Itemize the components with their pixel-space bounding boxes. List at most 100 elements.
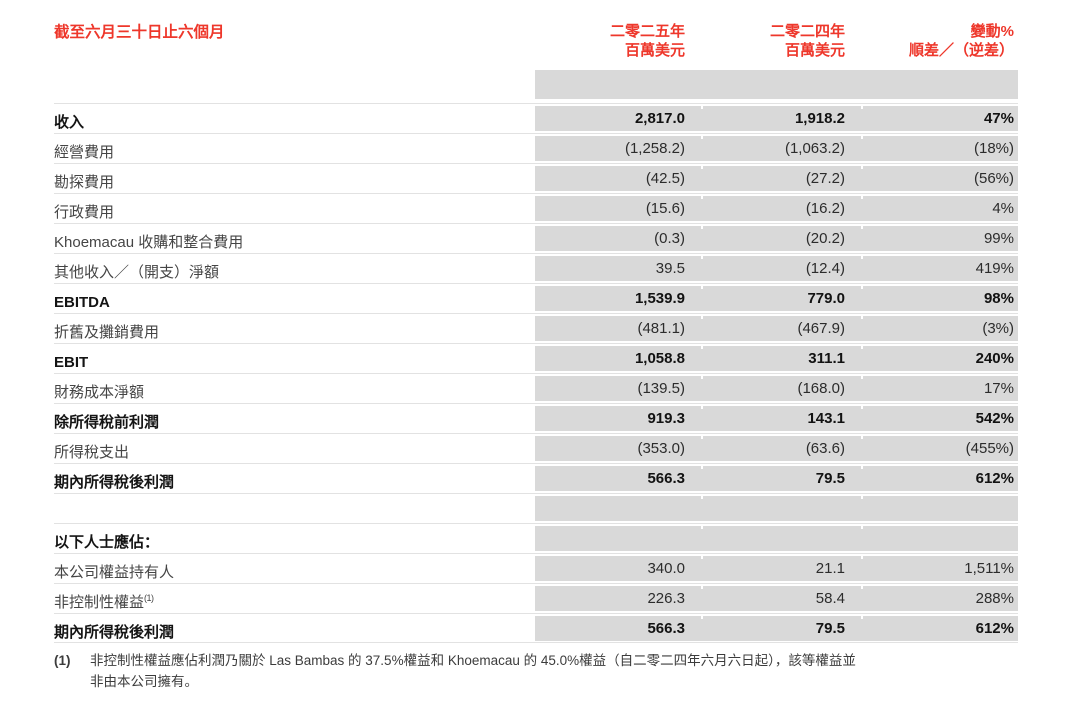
- cell-change: 612%: [861, 616, 1018, 641]
- table-row: EBIT 1,058.8 311.1 240%: [54, 343, 1018, 373]
- table-row: 期內所得稅後利潤 566.3 79.5 612%: [54, 463, 1018, 493]
- column-header-2025-year: 二零二五年: [609, 23, 685, 40]
- cell-2024: 58.4: [701, 586, 862, 611]
- cell-2024: [701, 496, 862, 521]
- footnote-text: 非控制性權益應佔利潤乃關於 Las Bambas 的 37.5%權益和 Khoe…: [90, 653, 856, 689]
- cell-change: (455%): [861, 436, 1018, 461]
- table-row: 財務成本淨額 (139.5) (168.0) 17%: [54, 373, 1018, 403]
- cell-change: 419%: [861, 256, 1018, 281]
- cell-change: 4%: [861, 196, 1018, 221]
- table-row: 期內所得稅後利潤 566.3 79.5 612%: [54, 613, 1018, 643]
- row-label: 折舊及攤銷費用: [54, 324, 160, 341]
- cell-2025: (1,258.2): [535, 136, 702, 161]
- row-label: 以下人士應佔：: [54, 534, 160, 551]
- header-band: [535, 70, 1018, 99]
- row-label: 本公司權益持有人: [54, 564, 175, 581]
- cell-2025: (42.5): [535, 166, 702, 191]
- table-row: Khoemacau 收購和整合費用 (0.3) (20.2) 99%: [54, 223, 1018, 253]
- cell-change: (3%): [861, 316, 1018, 341]
- cell-2024: (63.6): [701, 436, 862, 461]
- cell-2025: 1,058.8: [535, 346, 702, 371]
- table-row: 經營費用 (1,258.2) (1,063.2) (18%): [54, 133, 1018, 163]
- row-label: 行政費用: [54, 204, 115, 221]
- table-row: 行政費用 (15.6) (16.2) 4%: [54, 193, 1018, 223]
- cell-2024: (168.0): [701, 376, 862, 401]
- table-row: 折舊及攤銷費用 (481.1) (467.9) (3%): [54, 313, 1018, 343]
- cell-change: 17%: [861, 376, 1018, 401]
- cell-2025: 226.3: [535, 586, 702, 611]
- cell-2025: 566.3: [535, 466, 702, 491]
- table-row: 勘探費用 (42.5) (27.2) (56%): [54, 163, 1018, 193]
- column-header-2024-unit: 百萬美元: [784, 42, 845, 59]
- cell-2025: 566.3: [535, 616, 702, 641]
- row-label-footnote-sup: (1): [144, 593, 154, 603]
- cell-2024: 143.1: [701, 406, 862, 431]
- cell-change: (18%): [861, 136, 1018, 161]
- cell-change: 240%: [861, 346, 1018, 371]
- cell-2024: (1,063.2): [701, 136, 862, 161]
- cell-change: (56%): [861, 166, 1018, 191]
- cell-change: 98%: [861, 286, 1018, 311]
- row-label: 收入: [54, 114, 85, 131]
- row-label: 期內所得稅後利潤: [54, 474, 175, 491]
- table-row: [54, 493, 1018, 523]
- cell-2025: (0.3): [535, 226, 702, 251]
- header-band-spacer: [54, 70, 535, 99]
- row-label: 勘探費用: [54, 174, 115, 191]
- cell-2025: (139.5): [535, 376, 702, 401]
- table-body: 收入 2,817.0 1,918.2 47% 經營費用 (1,258.2) (1…: [54, 103, 1018, 643]
- cell-2024: [701, 526, 862, 551]
- cell-change: [861, 496, 1018, 521]
- header-band-row: [54, 70, 1018, 99]
- cell-2024: (20.2): [701, 226, 862, 251]
- cell-change: 288%: [861, 586, 1018, 611]
- cell-2025: (481.1): [535, 316, 702, 341]
- row-label: 經營費用: [54, 144, 115, 161]
- cell-2025: (15.6): [535, 196, 702, 221]
- cell-2024: 311.1: [701, 346, 862, 371]
- cell-2025: (353.0): [535, 436, 702, 461]
- column-header-2025: 二零二五年 百萬美元: [535, 22, 702, 60]
- row-label: EBITDA: [54, 294, 110, 311]
- column-header-change-label: 變動%: [970, 23, 1014, 40]
- table-row: EBITDA 1,539.9 779.0 98%: [54, 283, 1018, 313]
- footnote-marker: (1): [54, 653, 71, 668]
- cell-2024: 1,918.2: [701, 106, 862, 131]
- financial-report-page: 截至六月三十日止六個月 二零二五年 百萬美元 二零二四年 百萬美元 變動% 順差…: [54, 22, 1018, 689]
- column-header-change: 變動% 順差／（逆差）: [862, 22, 1018, 60]
- cell-change: 1,511%: [861, 556, 1018, 581]
- cell-2025: 39.5: [535, 256, 702, 281]
- cell-change: 99%: [861, 226, 1018, 251]
- cell-2024: (467.9): [701, 316, 862, 341]
- cell-2025: 919.3: [535, 406, 702, 431]
- row-label: 期內所得稅後利潤: [54, 624, 175, 641]
- table-header: 截至六月三十日止六個月 二零二五年 百萬美元 二零二四年 百萬美元 變動% 順差…: [54, 22, 1018, 60]
- table-row: 本公司權益持有人 340.0 21.1 1,511%: [54, 553, 1018, 583]
- cell-2025: [535, 526, 702, 551]
- table-row: 所得稅支出 (353.0) (63.6) (455%): [54, 433, 1018, 463]
- row-label: 其他收入／（開支）淨額: [54, 264, 220, 281]
- table-row: 除所得稅前利潤 919.3 143.1 542%: [54, 403, 1018, 433]
- column-header-2024-year: 二零二四年: [769, 23, 845, 40]
- cell-2024: (27.2): [701, 166, 862, 191]
- column-header-2024: 二零二四年 百萬美元: [702, 22, 862, 60]
- table-row: 其他收入／（開支）淨額 39.5 (12.4) 419%: [54, 253, 1018, 283]
- table-row: 以下人士應佔：: [54, 523, 1018, 553]
- row-label: 非控制性權益: [54, 594, 145, 611]
- page-title: 截至六月三十日止六個月: [54, 24, 225, 41]
- column-header-2025-unit: 百萬美元: [624, 42, 685, 59]
- cell-2024: (16.2): [701, 196, 862, 221]
- table-row: 收入 2,817.0 1,918.2 47%: [54, 103, 1018, 133]
- row-label: 財務成本淨額: [54, 384, 145, 401]
- cell-2024: (12.4): [701, 256, 862, 281]
- cell-change: 542%: [861, 406, 1018, 431]
- cell-2025: 2,817.0: [535, 106, 702, 131]
- row-label: 所得稅支出: [54, 444, 130, 461]
- cell-2025: 1,539.9: [535, 286, 702, 311]
- table-row: 非控制性權益(1) 226.3 58.4 288%: [54, 583, 1018, 613]
- cell-2024: 79.5: [701, 466, 862, 491]
- cell-2025: 340.0: [535, 556, 702, 581]
- row-label: EBIT: [54, 354, 89, 371]
- cell-change: 47%: [861, 106, 1018, 131]
- cell-2024: 79.5: [701, 616, 862, 641]
